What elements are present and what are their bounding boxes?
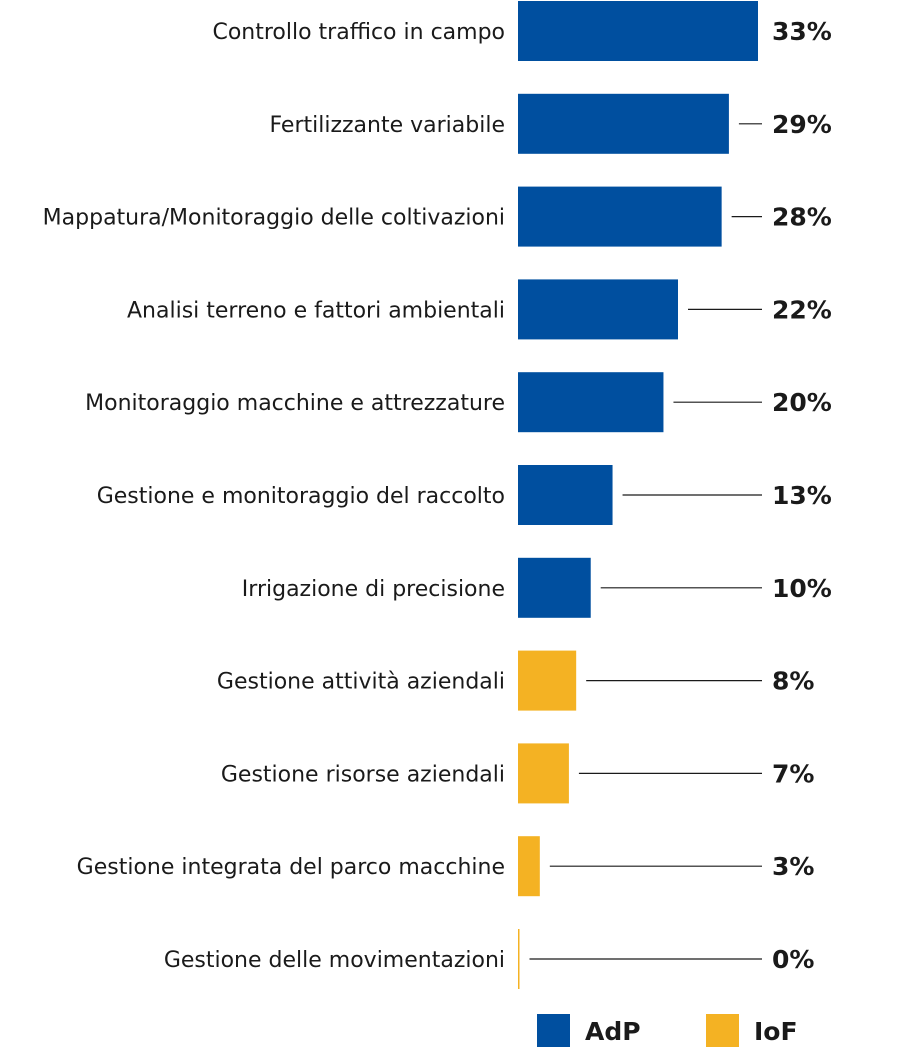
bar-gestione-attivita-aziendali [518,650,577,711]
value-label-analisi-terreno-e-fattori-ambientali: 22% [772,295,832,324]
category-label-mappatura-monitoraggio-delle-coltivazioni: Mappatura/Monitoraggio delle coltivazion… [43,206,505,231]
bar-fertilizzante-variabile [518,93,729,154]
legend: AdP IoF [537,1014,798,1047]
bar-mappatura-monitoraggio-delle-coltivazioni [518,186,722,247]
category-label-controllo-traffico-in-campo: Controllo traffico in campo [212,20,505,45]
value-label-gestione-attivita-aziendali: 8% [772,667,814,696]
bar-gestione-delle-movimentazioni [518,929,520,989]
value-label-gestione-risorse-aziendali: 7% [772,759,814,788]
value-label-gestione-integrata-del-parco-macchine: 3% [772,852,814,881]
legend-label-adp: AdP [585,1017,641,1046]
category-label-monitoraggio-macchine-e-attrezzature: Monitoraggio macchine e attrezzature [85,391,505,416]
bar-analisi-terreno-e-fattori-ambientali [518,279,678,340]
value-label-controllo-traffico-in-campo: 33% [772,17,832,46]
category-label-gestione-attivita-aziendali: Gestione attività aziendali [217,670,505,695]
category-label-gestione-delle-movimentazioni: Gestione delle movimentazioni [164,948,505,973]
bars-layer: Controllo traffico in campo 33% Fertilizza… [43,1,832,989]
value-label-irrigazione-di-precisione: 10% [772,574,832,603]
bar-monitoraggio-macchine-e-attrezzature [518,372,664,433]
value-label-fertilizzante-variabile: 29% [772,110,832,139]
bar-irrigazione-di-precisione [518,557,591,618]
legend-swatch-adp [537,1014,570,1047]
bar-controllo-traffico-in-campo [518,1,758,61]
category-label-irrigazione-di-precisione: Irrigazione di precisione [242,577,505,602]
category-label-analisi-terreno-e-fattori-ambientali: Analisi terreno e fattori ambientali [127,298,505,323]
category-label-gestione-e-monitoraggio-del-raccolto: Gestione e monitoraggio del raccolto [97,484,505,509]
legend-label-iof: IoF [754,1017,798,1046]
value-label-monitoraggio-macchine-e-attrezzature: 20% [772,388,832,417]
category-label-gestione-risorse-aziendali: Gestione risorse aziendali [221,762,505,787]
bar-gestione-e-monitoraggio-del-raccolto [518,465,613,525]
category-label-fertilizzante-variabile: Fertilizzante variabile [269,113,505,138]
category-label-gestione-integrata-del-parco-macchine: Gestione integrata del parco macchine [77,855,505,880]
value-label-gestione-delle-movimentazioni: 0% [772,945,814,974]
value-label-mappatura-monitoraggio-delle-coltivazioni: 28% [772,203,832,232]
bar-gestione-integrata-del-parco-macchine [518,836,540,897]
bar-gestione-risorse-aziendali [518,743,569,804]
value-label-gestione-e-monitoraggio-del-raccolto: 13% [772,481,832,510]
legend-swatch-iof [706,1014,739,1047]
